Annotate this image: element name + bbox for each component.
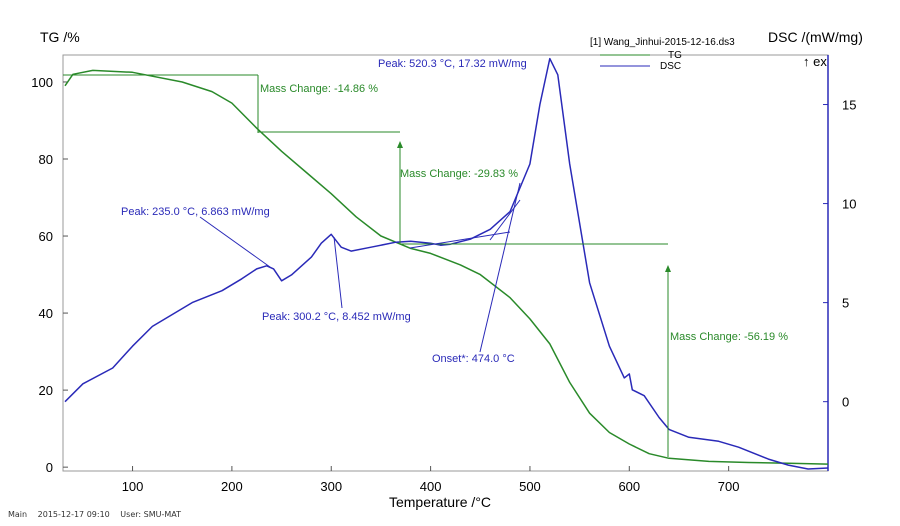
peak-300-label: Peak: 300.2 °C, 8.452 mW/mg (262, 311, 411, 323)
onset-label: Onset*: 474.0 °C (432, 353, 515, 365)
x-axis-label: Temperature /°C (389, 494, 491, 510)
y-right-tick-label: 5 (842, 296, 849, 311)
mass-change-3-label: Mass Change: -56.19 % (670, 331, 788, 343)
onset-tangent (489, 199, 521, 241)
y-left-tick-label: 60 (39, 229, 53, 244)
mass-change-1-label: Mass Change: -14.86 % (260, 83, 378, 95)
footer: Main 2015-12-17 09:10 User: SMU-MAT (8, 510, 189, 519)
annotations: Mass Change: -14.86 % Mass Change: -29.8… (121, 58, 788, 365)
y-right-tick-label: 10 (842, 197, 856, 212)
y-left-tick-label: 20 (39, 383, 53, 398)
x-tick-label: 300 (320, 479, 342, 494)
x-tick-label: 100 (122, 479, 144, 494)
y-right-tick-label: 15 (842, 98, 856, 113)
x-tick-label: 600 (618, 479, 640, 494)
legend-tg-label: TG (668, 50, 682, 61)
onset-leader (479, 182, 521, 353)
onset-baseline (409, 231, 511, 249)
mass-step-3-arrow (665, 265, 671, 272)
footer-date: 2015-12-17 09:10 (37, 510, 110, 519)
mass-change-2-label: Mass Change: -29.83 % (400, 168, 518, 180)
y-left-tick-label: 100 (31, 75, 53, 90)
legend: [1] Wang_Jinhui-2015-12-16.ds3 TG DSC (590, 37, 735, 72)
mass-step-2-arrow (397, 141, 403, 148)
plot-area (62, 54, 829, 472)
peak-235-leader (199, 216, 271, 268)
peak-520-label: Peak: 520.3 °C, 17.32 mW/mg (378, 58, 527, 70)
legend-dsc-label: DSC (660, 61, 681, 72)
axes-ticks: 100 200 300 400 500 600 700 0 20 40 60 80 100 0 5 10 15 (31, 55, 856, 494)
y-right-axis-label: DSC /(mW/mg) (768, 29, 863, 45)
x-tick-label: 700 (718, 479, 740, 494)
annotation-lines (63, 74, 671, 457)
file-label: [1] Wang_Jinhui-2015-12-16.ds3 (590, 37, 735, 48)
y-left-tick-label: 80 (39, 152, 53, 167)
x-tick-label: 200 (221, 479, 243, 494)
y-left-tick-label: 0 (46, 460, 53, 475)
y-right-tick-label: 0 (842, 395, 849, 410)
exo-label: ↑ ex (803, 54, 827, 69)
footer-user: User: SMU-MAT (120, 510, 181, 519)
y-left-axis-label: TG /% (40, 29, 80, 45)
series-layer (64, 57, 829, 470)
footer-main: Main (8, 510, 28, 519)
peak-300-leader (333, 236, 343, 309)
series-line-tg (64, 69, 829, 465)
x-tick-label: 400 (420, 479, 442, 494)
series-line-dsc (64, 57, 829, 470)
y-left-tick-label: 40 (39, 306, 53, 321)
x-tick-label: 500 (519, 479, 541, 494)
peak-235-label: Peak: 235.0 °C, 6.863 mW/mg (121, 206, 270, 218)
